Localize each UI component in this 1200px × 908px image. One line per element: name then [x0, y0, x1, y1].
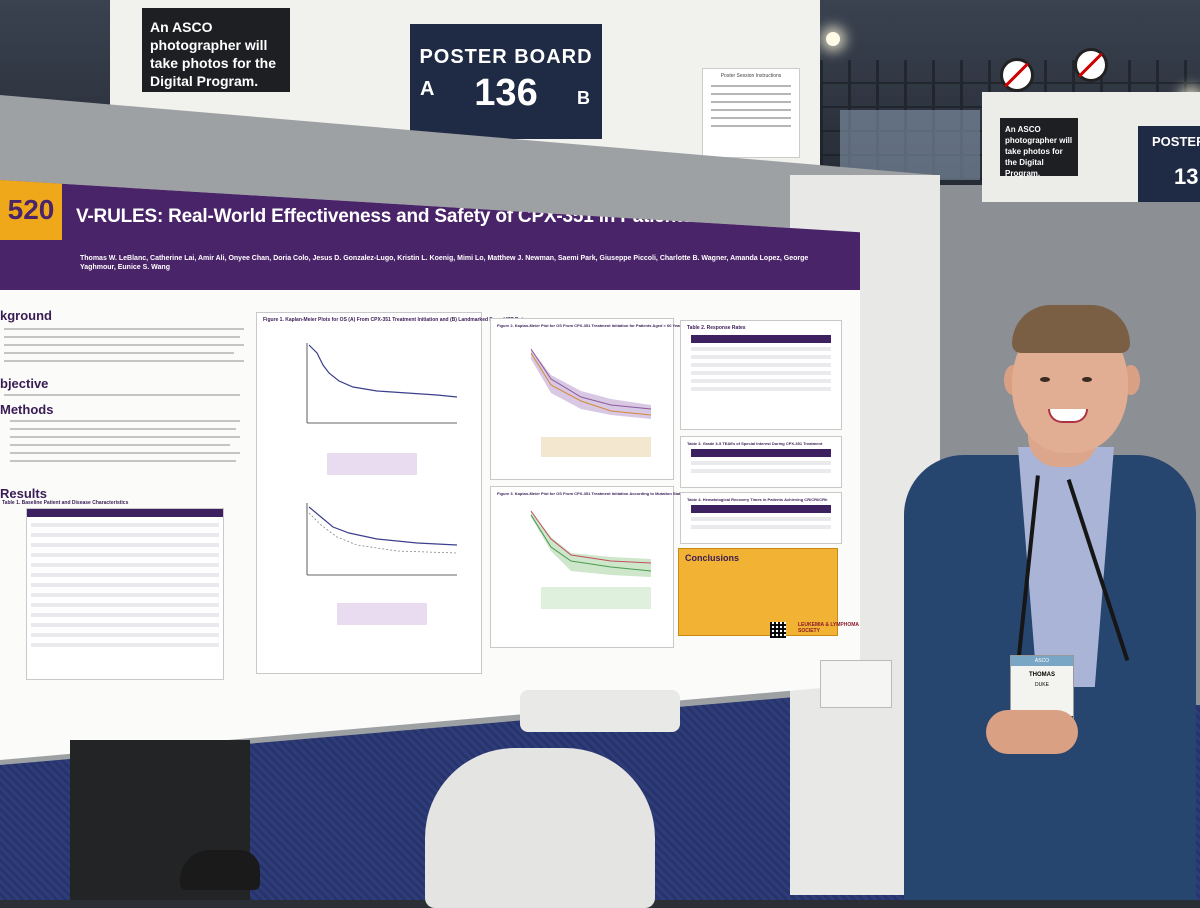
badge-institution: DUKE	[1035, 682, 1049, 688]
handout-sheet	[820, 660, 892, 708]
table1	[26, 508, 224, 680]
ceiling-light	[826, 32, 840, 46]
clasped-hands	[986, 710, 1078, 754]
figure-3-title: Figure 3. Kaplan-Meier Plot for OS From …	[497, 491, 686, 496]
table-4: Table 4. Hematological Recovery Times in…	[680, 492, 842, 544]
no-smoking-icon	[1074, 48, 1108, 82]
poster-authors: Thomas W. LeBlanc, Catherine Lai, Amir A…	[80, 255, 809, 271]
figure-1: Figure 1. Kaplan-Meier Plots for OS (A) …	[256, 312, 526, 674]
conclusions-box: Conclusions	[678, 548, 838, 636]
board-side-a: A	[420, 78, 435, 100]
research-poster: 520 V-RULES: Real-World Effectiveness an…	[0, 180, 860, 760]
presenter: ASCO THOMAS DUKE MEMBER	[900, 305, 1200, 900]
neighbor-board-number: 13	[1174, 164, 1199, 189]
poster-board-number: 136	[474, 72, 538, 114]
badge-name: THOMAS	[1029, 672, 1055, 678]
poster-board-label: POSTER BOARD	[419, 46, 593, 68]
board-side-b: B	[577, 88, 590, 108]
figure-2-title: Figure 2. Kaplan-Meier Plot for OS From …	[497, 323, 709, 328]
figure-1-title: Figure 1. Kaplan-Meier Plots for OS (A) …	[263, 317, 526, 323]
section-results: Results	[0, 486, 47, 501]
table1-title: Table 1. Baseline Patient and Disease Ch…	[2, 500, 129, 506]
sponsor-logo: LEUKEMIA & LYMPHOMA SOCIETY	[798, 622, 859, 634]
skylight	[840, 110, 980, 180]
abstract-number: 520	[0, 180, 62, 240]
photographer-notice-sign: An ASCO photographer will take photos fo…	[142, 8, 290, 92]
table-3: Table 3. Grade 3-5 TEAEs of Special Inte…	[680, 436, 842, 488]
instructions-title: Poster Session Instructions	[720, 73, 782, 79]
badge-header: ASCO	[1011, 656, 1073, 666]
figure-3-km-plot	[530, 510, 652, 609]
qr-code-icon	[770, 622, 786, 638]
neighbor-photographer-notice: An ASCO photographer will take photos fo…	[1000, 118, 1078, 178]
no-smoking-icon	[1000, 58, 1034, 92]
figure-2-km-plot	[530, 348, 652, 457]
chair-seat	[520, 690, 680, 732]
section-background: kground	[0, 308, 52, 323]
neighbor-board-sign: POSTER B 13	[1138, 126, 1200, 202]
table-3-title: Table 3. Grade 3-5 TEAEs of Special Inte…	[687, 441, 823, 446]
chair-back	[425, 748, 655, 908]
figure-3: Figure 3. Kaplan-Meier Plot for OS From …	[490, 486, 685, 648]
table-2-title: Table 2. Response Rates	[687, 325, 746, 331]
poster-board-sign: POSTER BOARD A 136 B	[410, 24, 602, 139]
eye	[1040, 377, 1050, 382]
shoe	[180, 850, 260, 890]
hair	[1012, 305, 1130, 353]
conclusions-heading: Conclusions	[685, 553, 740, 563]
table-4-title: Table 4. Hematological Recovery Times in…	[687, 497, 828, 502]
eye	[1082, 377, 1092, 382]
instructions-sheet: Poster Session Instructions	[702, 68, 800, 158]
neighbor-board-label: POSTER B	[1152, 134, 1200, 149]
section-methods: Methods	[0, 402, 54, 417]
table-2: Table 2. Response Rates	[680, 320, 842, 430]
section-objective: bjective	[0, 376, 49, 391]
figure-2: Figure 2. Kaplan-Meier Plot for OS From …	[490, 318, 708, 480]
figure-1-km-plots	[306, 343, 458, 625]
